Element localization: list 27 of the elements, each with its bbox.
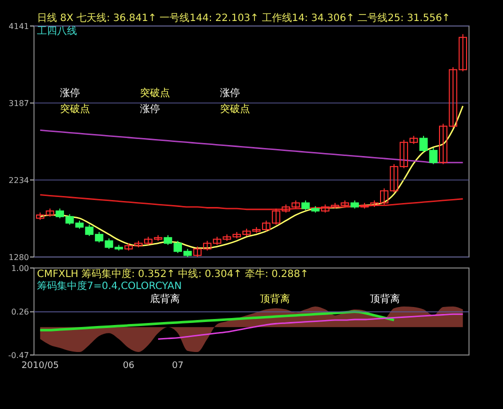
annotation: 突破点 <box>60 103 90 115</box>
annotation: 顶背离 <box>370 293 400 305</box>
line-series <box>38 310 396 332</box>
annotation: 突破点 <box>220 103 250 115</box>
x-tick-label: 2010/05 <box>21 361 59 371</box>
annotation: 涨停 <box>60 87 80 99</box>
y-tick-label: 0.26 <box>11 308 29 317</box>
line-series <box>157 313 464 340</box>
chart-title: 日线 8X 七天线: 36.841↑ 一号线144: 22.103↑ 工作线14: 34.306↑ 二号线25: 31.556↑ <box>37 12 450 24</box>
line-series <box>39 130 464 164</box>
y-tick-label: -0.47 <box>8 350 29 360</box>
annotation: 顶背离 <box>260 293 290 305</box>
y-tick-label: 1280 <box>8 252 29 262</box>
y-tick-label: 2234 <box>8 176 29 185</box>
annotation: 涨停 <box>220 87 240 99</box>
x-tick-label: 06 <box>122 361 135 371</box>
annotation: 突破点 <box>140 87 170 99</box>
text: 筹码集中度7=0.4,COLORCYAN <box>37 280 182 292</box>
chart-title: CMFXLH 筹码集中度: 0.352↑ 中线: 0.304↑ 牵牛: 0.288↑ <box>37 268 309 280</box>
line-series <box>39 194 464 210</box>
y-tick-label: 3187 <box>8 98 29 108</box>
y-tick-label: 4141 <box>8 22 29 31</box>
chart-subtitle: 工四八线 <box>37 25 77 37</box>
y-tick-label: 1.00 <box>11 264 29 273</box>
annotation: 涨停 <box>140 103 160 115</box>
x-tick-label: 07 <box>172 361 184 371</box>
annotation: 底背离 <box>150 293 180 305</box>
